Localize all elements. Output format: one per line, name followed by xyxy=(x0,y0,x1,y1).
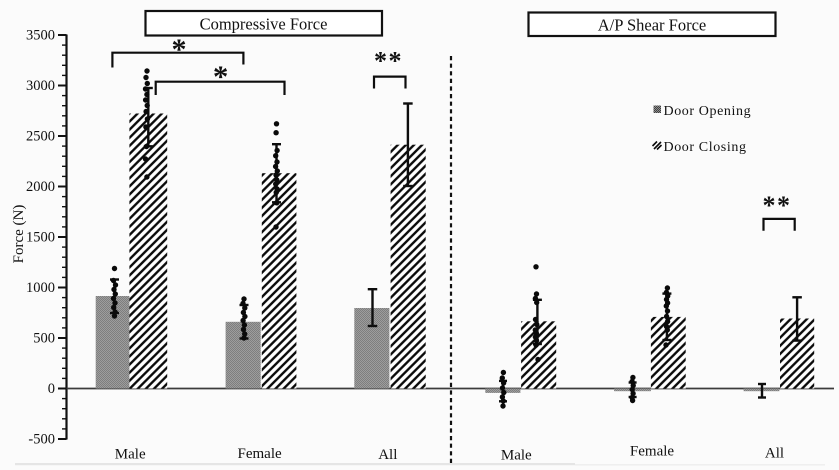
svg-text:2500: 2500 xyxy=(26,129,55,145)
svg-text:Female: Female xyxy=(630,444,674,460)
svg-text:3000: 3000 xyxy=(26,78,55,94)
svg-text:1500: 1500 xyxy=(26,230,55,246)
svg-text:3500: 3500 xyxy=(26,28,55,44)
svg-text:**: ** xyxy=(763,191,792,220)
svg-text:Door Closing: Door Closing xyxy=(664,140,747,155)
svg-text:1000: 1000 xyxy=(26,280,55,296)
svg-text:Male: Male xyxy=(501,448,532,464)
svg-text:-500: -500 xyxy=(28,432,55,448)
svg-text:**: ** xyxy=(374,47,403,76)
svg-text:Force (N): Force (N) xyxy=(11,205,27,264)
svg-text:Male: Male xyxy=(115,447,146,463)
svg-text:2000: 2000 xyxy=(26,179,55,195)
svg-text:0: 0 xyxy=(48,381,55,397)
svg-text:*: * xyxy=(213,59,229,94)
svg-text:All: All xyxy=(378,447,397,463)
svg-text:Door Opening: Door Opening xyxy=(664,104,752,119)
svg-text:Compressive Force: Compressive Force xyxy=(200,15,328,34)
svg-text:All: All xyxy=(765,446,784,462)
svg-text:*: * xyxy=(172,33,187,66)
svg-text:Female: Female xyxy=(238,446,282,462)
svg-text:A/P Shear Force: A/P Shear Force xyxy=(598,16,706,35)
svg-text:500: 500 xyxy=(33,331,55,347)
